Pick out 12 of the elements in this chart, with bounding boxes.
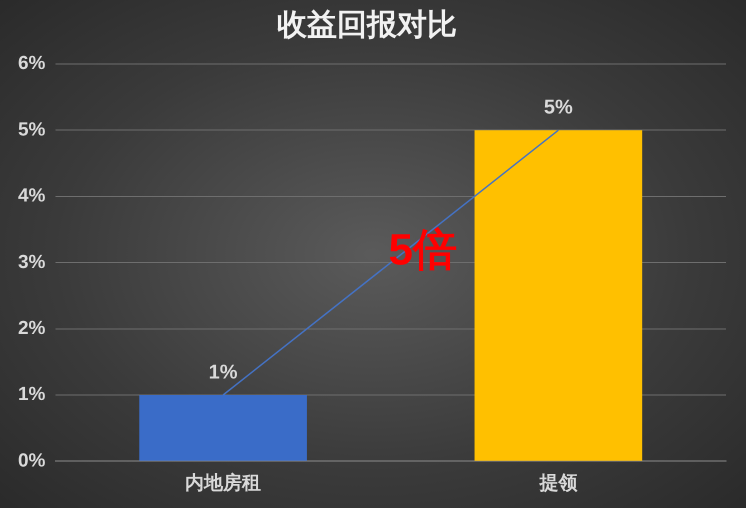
y-tick-label: 6%	[18, 53, 46, 74]
chart-title: 收益回报对比	[277, 8, 457, 42]
y-tick-label: 2%	[18, 318, 46, 340]
y-tick-label: 3%	[18, 252, 46, 273]
y-tick-label: 0%	[18, 450, 46, 472]
x-tick-label: 提领	[538, 472, 578, 494]
data-label: 5%	[544, 96, 574, 119]
y-tick-label: 1%	[18, 384, 46, 406]
data-label: 1%	[208, 362, 238, 384]
y-tick-label: 4%	[18, 186, 46, 207]
x-tick-label: 内地房租	[185, 472, 262, 494]
y-tick-label: 5%	[18, 119, 46, 140]
